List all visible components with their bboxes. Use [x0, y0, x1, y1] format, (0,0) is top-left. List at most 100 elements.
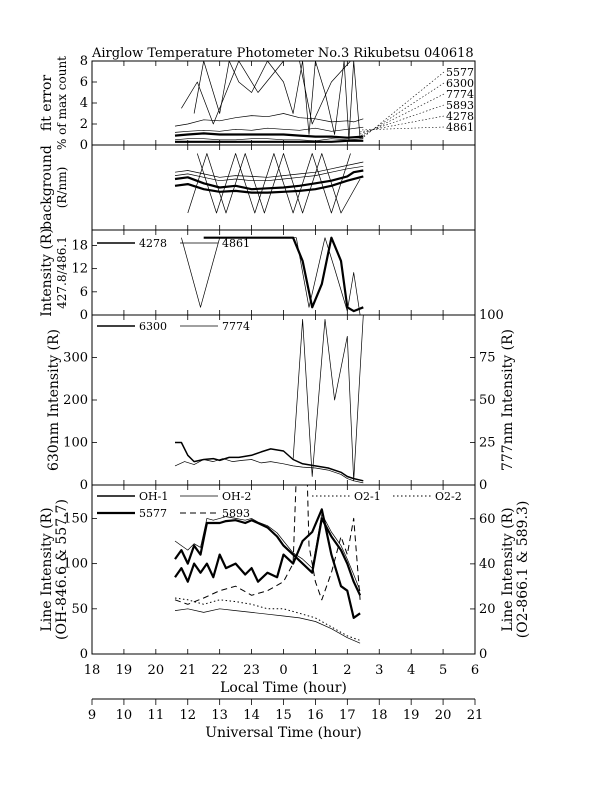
y-right-tick-label: 0 — [479, 647, 487, 662]
series-line-4861 — [181, 237, 361, 315]
legend-label-O2-2: O2-2 — [435, 490, 462, 503]
series-line-7774 — [174, 458, 364, 484]
series-line — [174, 126, 364, 133]
series-line-6300 — [175, 441, 364, 482]
series-label-4861: 4861 — [446, 121, 474, 134]
series-line-6300-spikes — [292, 315, 364, 482]
series-line — [174, 175, 364, 194]
y-right-tick-label: 25 — [479, 436, 496, 451]
series-line — [181, 61, 351, 125]
series-line — [175, 139, 364, 143]
y-tick-label: 6 — [80, 75, 88, 90]
series-label-leader — [359, 126, 445, 131]
y-tick-label: 200 — [63, 393, 88, 408]
y-right-tick-label: 20 — [479, 602, 496, 617]
x-ut-axis-title: Universal Time (hour) — [205, 725, 362, 741]
legend-label-4861: 4861 — [222, 237, 250, 250]
x-ut-tick-label: 13 — [211, 708, 228, 723]
x-local-tick-label: 18 — [84, 663, 101, 678]
y-right-tick-label: 60 — [479, 512, 496, 527]
panel-fit-error: 0 2 4 6 8 fit error% of max count 557763007774… — [39, 54, 476, 153]
series-line — [174, 113, 364, 127]
x-ut-tick-label: 10 — [116, 708, 133, 723]
y-axis-title: Line Intensity (R) — [39, 507, 55, 631]
series-group — [174, 485, 362, 644]
series-line-O2-2 — [174, 608, 361, 644]
y-tick-label: 300 — [63, 351, 88, 366]
panel-frame — [91, 60, 476, 146]
series-line — [174, 132, 364, 139]
x-ut-tick-label: 16 — [307, 708, 324, 723]
y-tick-label: 0 — [80, 647, 88, 662]
legend-label-O2-1: O2-1 — [354, 490, 381, 503]
x-local-tick-label: 19 — [116, 663, 133, 678]
legend-label-4278: 4278 — [139, 237, 167, 250]
legend-label-6300: 6300 — [139, 320, 167, 333]
x-ut-tick-label: 9 — [88, 708, 96, 723]
y-tick-label: 6 — [80, 285, 88, 300]
y-tick-label: 8 — [80, 54, 88, 69]
series-line-5893 — [174, 485, 361, 605]
y-tick-label: 100 — [63, 557, 88, 572]
series-label-5577: 5577 — [446, 66, 474, 79]
x-local-tick-label: 2 — [343, 663, 351, 678]
y-axis-title: Intensity (R) — [39, 228, 55, 317]
y-right-tick-label: 0 — [479, 478, 487, 493]
series-group — [174, 315, 364, 484]
y-axis-title: (R/nm) — [55, 167, 69, 209]
y-tick-label: 0 — [80, 138, 88, 153]
y-axis-title: background — [39, 145, 55, 230]
series-group — [181, 236, 364, 315]
panel-background: background (R/nm) — [39, 144, 476, 231]
y-axis-title: 630nm Intensity (R) — [46, 329, 62, 471]
series-line — [187, 153, 361, 214]
series-line — [174, 165, 364, 182]
y-right-axis-title: (O2-866.1 & 589.3) — [515, 501, 531, 639]
legend-label-5577: 5577 — [139, 507, 167, 520]
y-tick-label: 4 — [80, 96, 88, 111]
series-label-leader — [359, 82, 445, 139]
y-right-axis-title: 777nm Intensity (R) — [500, 329, 516, 471]
series-line — [174, 138, 364, 142]
x-ut-tick-label: 12 — [179, 708, 196, 723]
y-right-tick-label: 75 — [479, 351, 496, 366]
series-group — [174, 153, 364, 214]
series-label-5893: 5893 — [446, 99, 474, 112]
x-local-axis-title: Local Time (hour) — [220, 680, 347, 696]
legend-label-OH-2: OH-2 — [222, 490, 251, 503]
series-line-OH-2 — [174, 513, 361, 591]
x-ut-tick-label: 18 — [371, 708, 388, 723]
y-tick-label: 0 — [80, 478, 88, 493]
x-local-tick-label: 4 — [407, 663, 415, 678]
series-line — [196, 153, 351, 214]
x-ut-tick-label: 19 — [403, 708, 420, 723]
series-line — [193, 61, 361, 141]
panel-frame — [91, 314, 476, 486]
legend-label-7774: 7774 — [222, 320, 250, 333]
y-tick-label: 0 — [80, 308, 88, 323]
series-line-OH-1 — [174, 517, 362, 596]
y-right-tick-label: 100 — [479, 308, 504, 323]
x-local-tick-label: 22 — [211, 663, 228, 678]
x-local-tick-label: 3 — [375, 663, 383, 678]
x-local-tick-label: 23 — [243, 663, 260, 678]
series-group — [174, 61, 364, 143]
x-ut-tick-label: 11 — [148, 708, 165, 723]
chart-title: Airglow Temperature Photometer No.3 Riku… — [91, 46, 474, 61]
y-tick-label: 150 — [63, 511, 88, 526]
series-line — [174, 169, 364, 191]
x-local-tick-label: 6 — [471, 663, 479, 678]
y-axis-title: fit error — [39, 75, 55, 132]
y-right-tick-label: 50 — [479, 393, 496, 408]
series-line-5577 — [174, 508, 361, 620]
series-label-4278: 4278 — [446, 110, 474, 123]
panel-intensity-4278-4861: 0 6 12 18 Intensity (R) 427.8/486.1 4278 4861 — [39, 228, 476, 323]
y-tick-label: 2 — [80, 117, 88, 132]
series-label-7774: 7774 — [446, 88, 474, 101]
x-local-tick-label: 1 — [311, 663, 319, 678]
series-label-6300: 6300 — [446, 77, 474, 90]
y-right-tick-label: 40 — [479, 557, 496, 572]
